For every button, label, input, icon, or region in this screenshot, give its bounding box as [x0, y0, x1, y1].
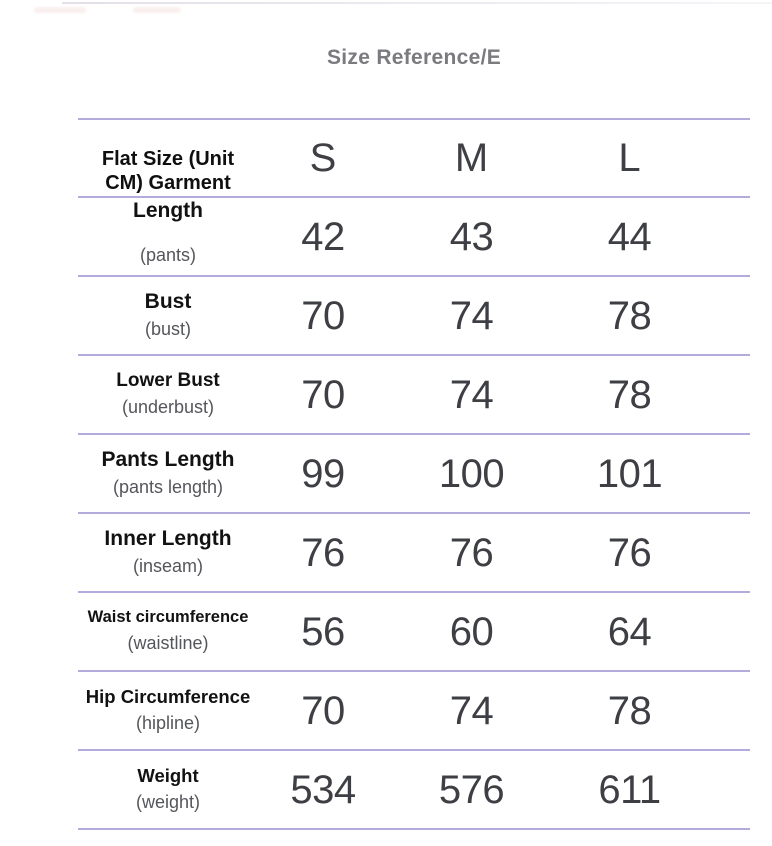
row-sublabel: (underbust) — [121, 397, 215, 418]
row-sublabel: (weight) — [135, 791, 201, 812]
table-row-hip: Hip Circumference (hipline) 70 74 78 — [78, 670, 750, 749]
value-cell-m: 100 — [438, 451, 505, 496]
value-cell-m: 60 — [449, 609, 494, 654]
value-cell-s: 70 — [301, 293, 345, 338]
value-cell-l: 44 — [607, 214, 652, 259]
value-cell-m: 74 — [449, 372, 494, 417]
value-cell-s: 99 — [301, 451, 345, 496]
row-label-cell: Hip Circumference (hipline) — [78, 672, 251, 749]
value-cell-m: 43 — [449, 214, 494, 259]
value-cell-l: 101 — [596, 451, 663, 496]
row-label: Waist circumference — [87, 608, 249, 627]
value-cell-l: 78 — [607, 372, 652, 417]
value-cell-l: 76 — [607, 530, 652, 575]
table-row-bust: Bust (bust) 70 74 78 — [78, 275, 750, 354]
row-sublabel: (hipline) — [135, 712, 201, 733]
value-cell-s: 56 — [301, 609, 345, 654]
table-row-weight: Weight (weight) 534 576 611 — [78, 749, 750, 828]
value-cell-s: 70 — [301, 372, 345, 417]
row-sublabel: (inseam) — [132, 556, 203, 577]
value-cell-l: 78 — [607, 293, 652, 338]
row-label-cell: Weight (weight) — [78, 751, 248, 828]
row-label: Pants Length — [101, 448, 235, 472]
top-smudge-artifact — [133, 7, 181, 13]
table-header-row: Flat Size (Unit CM) Garment S M L — [78, 118, 750, 196]
row-label-cell: Inner Length (inseam) — [78, 514, 248, 591]
value-cell-m: 576 — [438, 767, 505, 812]
size-reference-table: Flat Size (Unit CM) Garment S M L Length… — [78, 118, 750, 830]
table-row-pants-length: Pants Length (pants length) 99 100 101 — [78, 433, 750, 512]
row-label: Weight — [137, 765, 199, 787]
row-label-cell: Waist circumference (waistline) — [78, 593, 249, 670]
column-header-l: L — [618, 136, 641, 180]
value-cell-m: 74 — [449, 688, 494, 733]
column-header-s: S — [309, 136, 337, 180]
value-cell-m: 74 — [449, 293, 494, 338]
value-cell-l: 611 — [598, 767, 661, 812]
table-row-length: Length (pants) 42 43 44 — [78, 196, 750, 275]
header-label: Flat Size (Unit CM) Garment — [101, 148, 235, 194]
row-sublabel: (pants length) — [112, 477, 224, 498]
row-sublabel: (pants) — [139, 245, 197, 266]
header-label-cell: Flat Size (Unit CM) Garment — [78, 120, 248, 196]
row-label: Inner Length — [104, 527, 232, 551]
row-label-cell: Pants Length (pants length) — [78, 435, 248, 512]
value-cell-m: 76 — [449, 530, 494, 575]
row-label: Bust — [144, 290, 192, 314]
table-row-lower-bust: Lower Bust (underbust) 70 74 78 — [78, 354, 750, 433]
value-cell-l: 78 — [607, 688, 652, 733]
row-sublabel: (bust) — [144, 319, 191, 340]
row-label-cell: Length (pants) — [78, 198, 248, 275]
page-title: Size Reference/E — [326, 46, 502, 69]
row-label-cell: Bust (bust) — [78, 277, 248, 354]
row-sublabel: (waistline) — [127, 632, 209, 653]
value-cell-s: 76 — [301, 530, 345, 575]
row-label: Length — [133, 199, 203, 222]
value-cell-s: 534 — [290, 767, 356, 812]
column-header-m: M — [454, 136, 489, 180]
value-cell-l: 64 — [607, 609, 652, 654]
table-row-inner-length: Inner Length (inseam) 76 76 76 — [78, 512, 750, 591]
row-label: Hip Circumference — [85, 686, 251, 708]
value-cell-s: 70 — [301, 688, 345, 733]
row-label: Lower Bust — [116, 370, 220, 392]
value-cell-s: 42 — [301, 214, 345, 259]
row-label-cell: Lower Bust (underbust) — [78, 356, 248, 433]
top-smudge-artifact — [34, 7, 86, 13]
top-edge-artifact — [62, 2, 772, 4]
table-row-waist: Waist circumference (waistline) 56 60 64 — [78, 591, 750, 670]
